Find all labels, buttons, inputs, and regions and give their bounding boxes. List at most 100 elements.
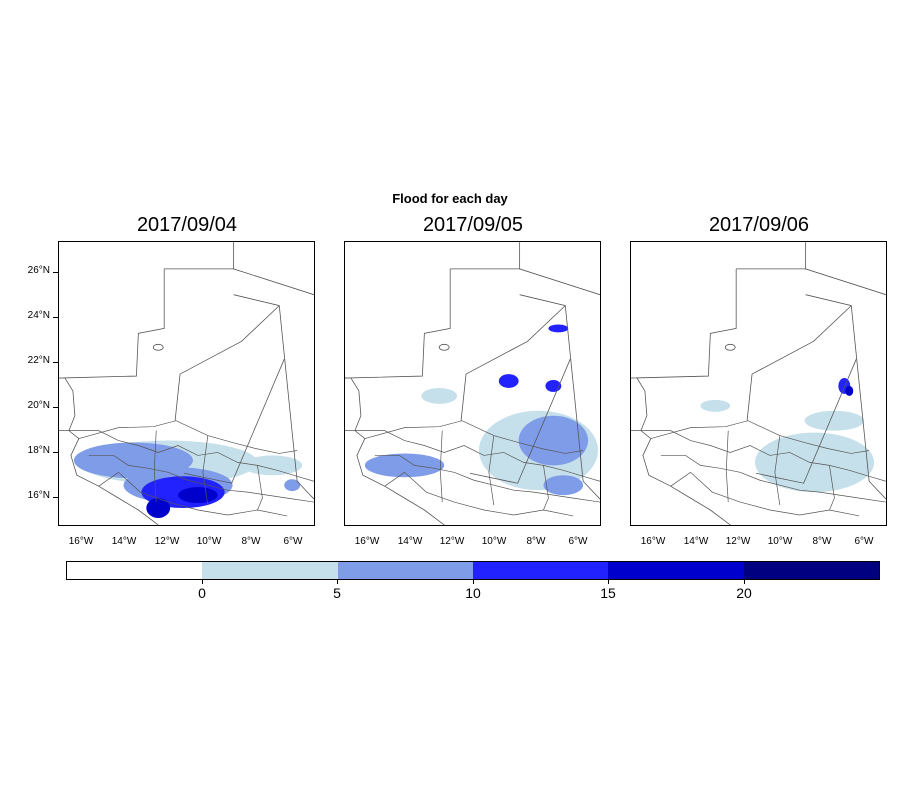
coastline — [64, 377, 159, 525]
lon-label: 8°W — [526, 536, 546, 547]
border-line — [543, 465, 549, 511]
lon-label: 10°W — [767, 536, 793, 547]
colorbar — [66, 561, 880, 580]
colorbar-segment — [472, 562, 609, 579]
lon-label: 16°W — [640, 536, 666, 547]
border-line — [755, 359, 857, 484]
flood-area-light — [804, 410, 865, 431]
border-line — [59, 268, 165, 379]
panel-title-2: 2017/09/05 — [422, 214, 524, 236]
map-panel-2 — [344, 241, 601, 526]
flood-area-medium — [543, 475, 584, 496]
colorbar-tick — [337, 580, 338, 584]
lon-label: 6°W — [283, 536, 303, 547]
border-line — [345, 430, 600, 482]
lat-tick — [53, 497, 58, 498]
flood-area-light — [421, 387, 458, 404]
border-line — [469, 359, 571, 484]
colorbar-tick — [473, 580, 474, 584]
border-line — [650, 420, 870, 454]
flood-area-medium — [364, 453, 445, 478]
border-line — [439, 430, 443, 503]
lon-label: 14°W — [683, 536, 709, 547]
flood-area-light — [755, 432, 875, 493]
border-line — [670, 471, 860, 517]
lon-label: 12°W — [154, 536, 180, 547]
border-line — [257, 465, 263, 511]
lat-label: 20°N — [27, 400, 50, 411]
flood-area-high — [548, 324, 569, 333]
figure-title: Flood for each day — [392, 191, 508, 206]
flood-area-very-high — [146, 498, 171, 518]
border-line — [805, 294, 886, 500]
border-line — [631, 430, 886, 482]
colorbar-label: 15 — [600, 585, 616, 601]
flood-area-very-high — [845, 385, 854, 396]
colorbar-segment — [608, 562, 744, 579]
border-line — [345, 268, 451, 379]
coastline — [350, 377, 445, 525]
border-line — [519, 294, 600, 500]
colorbar-label: 0 — [198, 585, 206, 601]
colorbar-segment — [743, 562, 879, 579]
flood-area-light — [242, 455, 303, 476]
colorbar-segment — [337, 562, 473, 579]
border-line — [805, 242, 886, 296]
lon-label: 12°W — [439, 536, 465, 547]
flood-area-very-high — [178, 487, 218, 504]
border-line — [488, 435, 495, 506]
border-line — [519, 242, 600, 296]
border-line — [725, 430, 729, 503]
lat-label: 26°N — [27, 265, 50, 276]
border-line — [59, 430, 314, 482]
lake-outline — [724, 343, 736, 351]
border-line — [364, 420, 584, 454]
lake-outline — [438, 343, 450, 351]
border-line — [78, 420, 298, 454]
border-line — [374, 455, 600, 503]
lon-label: 12°W — [725, 536, 751, 547]
border-line — [183, 359, 285, 484]
border-line — [174, 305, 280, 421]
border-line — [829, 465, 835, 511]
lon-label: 8°W — [241, 536, 261, 547]
coastline — [636, 377, 731, 525]
flood-area-medium — [518, 415, 589, 466]
flood-area-high — [498, 374, 519, 388]
lat-label: 16°N — [27, 490, 50, 501]
lat-label: 24°N — [27, 310, 50, 321]
flood-area-light — [700, 399, 731, 412]
border-line — [153, 430, 157, 503]
border-line — [746, 305, 852, 421]
border-line — [460, 305, 566, 421]
border-line — [98, 471, 288, 517]
lon-label: 8°W — [812, 536, 832, 547]
lon-label: 6°W — [854, 536, 874, 547]
colorbar-tick — [744, 580, 745, 584]
lat-tick — [53, 362, 58, 363]
lon-label: 14°W — [397, 536, 423, 547]
map-panel-3 — [630, 241, 887, 526]
lon-label: 16°W — [68, 536, 94, 547]
border-line — [202, 435, 209, 506]
border-line — [88, 455, 314, 503]
lat-tick — [53, 272, 58, 273]
colorbar-label: 5 — [333, 585, 341, 601]
colorbar-tick — [608, 580, 609, 584]
colorbar-tick — [202, 580, 203, 584]
flood-area-medium — [284, 479, 301, 492]
colorbar-label: 20 — [736, 585, 752, 601]
lat-tick — [53, 452, 58, 453]
border-line — [233, 242, 314, 296]
lon-label: 6°W — [568, 536, 588, 547]
border-line — [233, 294, 314, 500]
panel-title-3: 2017/09/06 — [708, 214, 810, 236]
lon-label: 16°W — [354, 536, 380, 547]
lat-tick — [53, 407, 58, 408]
lon-label: 10°W — [196, 536, 222, 547]
border-line — [660, 455, 886, 503]
lake-outline — [152, 343, 164, 351]
lon-label: 14°W — [111, 536, 137, 547]
lat-tick — [53, 317, 58, 318]
